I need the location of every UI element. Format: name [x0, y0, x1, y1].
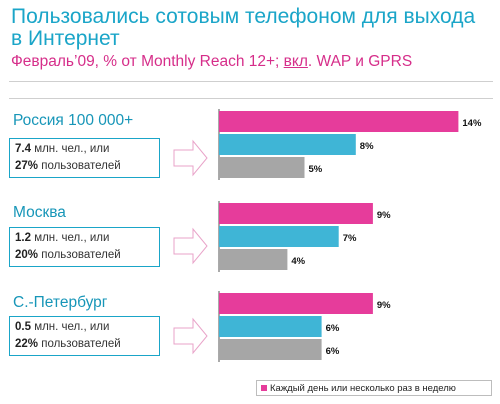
- data-label-moscow-series-3: 4%: [291, 256, 305, 267]
- infobox-line-2: 27% пользователей: [15, 160, 121, 172]
- bar-spb-series-3: [219, 339, 322, 360]
- chart-title: Пользовались сотовым телефоном для выход…: [11, 5, 476, 50]
- top-divider-2: [9, 98, 493, 99]
- infobox-moscow: 1.2 млн. чел., или 20% пользователей: [9, 227, 160, 267]
- arrow-right-icon: [173, 139, 208, 177]
- infobox-russia: 7.4 млн. чел., или 27% пользователей: [9, 138, 160, 178]
- subtitle-text-2: . WAP и GPRS: [307, 53, 413, 70]
- legend: Каждый день или несколько раз в неделю: [256, 380, 492, 396]
- legend-swatch: [261, 385, 267, 391]
- top-divider: [9, 81, 493, 82]
- region-name-moscow: Москва: [13, 204, 66, 221]
- data-label-spb-series-1: 9%: [377, 300, 391, 311]
- arrow-right-icon: [173, 227, 208, 265]
- data-label-russia-series-1: 14%: [462, 118, 482, 129]
- bar-russia-series-3: [219, 157, 305, 178]
- region-name-spb: С.-Петербург: [13, 294, 108, 311]
- data-label-spb-series-2: 6%: [326, 323, 340, 334]
- infobox-spb: 0.5 млн. чел., или 22% пользователей: [9, 316, 160, 356]
- bar-moscow-series-2: [219, 226, 339, 247]
- subtitle-text-1: Февраль’09, % от Monthly Reach 12+;: [11, 53, 284, 70]
- infobox-line-1: 0.5 млн. чел., или: [15, 321, 110, 333]
- chart-subtitle: Февраль’09, % от Monthly Reach 12+; вкл.…: [11, 53, 491, 71]
- subtitle-text-underlined: вкл: [283, 53, 308, 70]
- data-label-moscow-series-1: 9%: [377, 210, 391, 221]
- data-label-russia-series-2: 8%: [360, 141, 374, 152]
- bar-moscow-series-3: [219, 249, 288, 270]
- bar-russia-series-1: [219, 111, 459, 132]
- bar-russia-series-2: [219, 134, 356, 155]
- infobox-line-2: 22% пользователей: [15, 338, 121, 350]
- data-label-moscow-series-2: 7%: [343, 233, 357, 244]
- infobox-line-2: 20% пользователей: [15, 249, 121, 261]
- bar-spb-series-1: [219, 293, 373, 314]
- legend-label: Каждый день или несколько раз в неделю: [270, 382, 456, 394]
- infobox-line-1: 1.2 млн. чел., или: [15, 232, 110, 244]
- bar-moscow-series-1: [219, 203, 373, 224]
- data-label-spb-series-3: 6%: [326, 346, 340, 357]
- infobox-line-1: 7.4 млн. чел., или: [15, 143, 110, 155]
- bar-spb-series-2: [219, 316, 322, 337]
- region-name-russia: Россия 100 000+: [13, 112, 134, 129]
- data-label-russia-series-3: 5%: [309, 164, 323, 175]
- arrow-right-icon: [173, 317, 208, 355]
